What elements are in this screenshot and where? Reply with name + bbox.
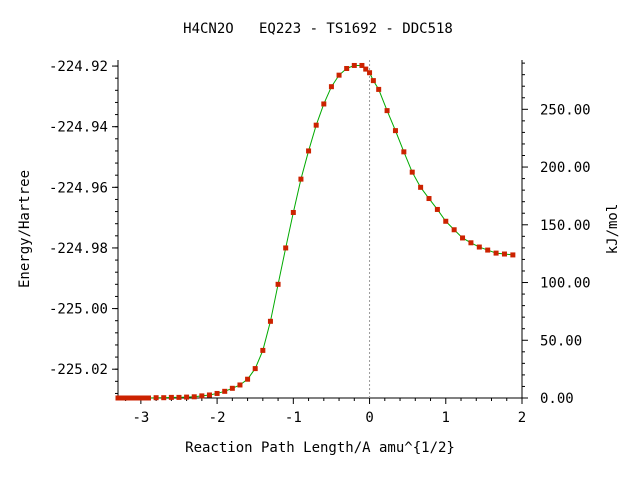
data-point [401,149,407,155]
data-point [134,395,140,401]
data-point [290,209,296,215]
data-point [184,394,190,400]
data-point [306,148,312,154]
y-tick-label: -224.98 [49,241,108,257]
data-point [367,70,373,76]
data-point [336,72,342,78]
data-point [115,395,121,401]
data-point [142,395,148,401]
y-axis-label: Energy/Hartree [17,170,33,288]
data-point [275,281,281,287]
y2-tick-label: 250.00 [540,102,591,118]
data-point [199,393,205,399]
data-point [237,382,243,388]
data-point [363,66,369,72]
data-point [501,251,507,257]
data-point [493,250,499,256]
data-point [252,366,258,372]
data-point [351,62,357,68]
data-point [434,206,440,212]
data-point [298,176,304,182]
data-point [510,252,516,258]
data-point [145,395,151,401]
data-point [130,395,136,401]
x-tick-label: -3 [132,410,149,426]
data-point [376,86,382,92]
x-tick-label: -1 [285,410,302,426]
data-point [392,128,398,134]
data-point [214,390,220,396]
y2-tick-label: 50.00 [540,333,582,349]
data-point [384,108,390,114]
y2-tick-label: 200.00 [540,160,591,176]
data-point [126,395,132,401]
data-point [153,395,159,401]
data-point [344,65,350,71]
y2-tick-label: 150.00 [540,218,591,234]
data-point [460,235,466,241]
data-point [123,395,129,401]
data-point [443,218,449,224]
x-tick-label: 1 [442,410,450,426]
x-tick-label: 0 [365,410,373,426]
data-point [485,247,491,253]
data-point [451,227,457,233]
data-point [328,84,334,90]
data-point [161,395,167,401]
y-tick-label: -224.94 [49,120,108,136]
data-point [245,376,251,382]
data-point [222,388,228,394]
data-point [359,62,365,68]
data-point [191,394,197,400]
data-point [168,394,174,400]
data-point [418,184,424,190]
data-point [426,196,432,202]
y2-tick-label: 100.00 [540,276,591,292]
data-point [206,392,212,398]
data-point [119,395,125,401]
y-tick-label: -224.96 [49,180,108,196]
y-tick-label: -225.00 [49,302,108,318]
data-point [176,394,182,400]
data-point [476,244,482,250]
y2-axis-label: kJ/mol [605,204,621,255]
data-point [229,385,235,391]
data-point [260,347,266,353]
y2-tick-label: 0.00 [540,391,574,407]
data-point [468,240,474,246]
data-point [409,169,415,175]
data-point [267,318,273,324]
data-point [313,122,319,128]
data-point [370,78,376,84]
y-tick-label: -224.92 [49,59,108,75]
data-point [138,395,144,401]
x-tick-label: 2 [518,410,526,426]
x-axis-label: Reaction Path Length/A amu^{1/2} [185,440,455,456]
x-tick-label: -2 [209,410,226,426]
data-point [283,245,289,251]
data-point [321,101,327,107]
chart-title: H4CN2O EQ223 - TS1692 - DDC518 [183,21,453,37]
y-tick-label: -225.02 [49,362,108,378]
